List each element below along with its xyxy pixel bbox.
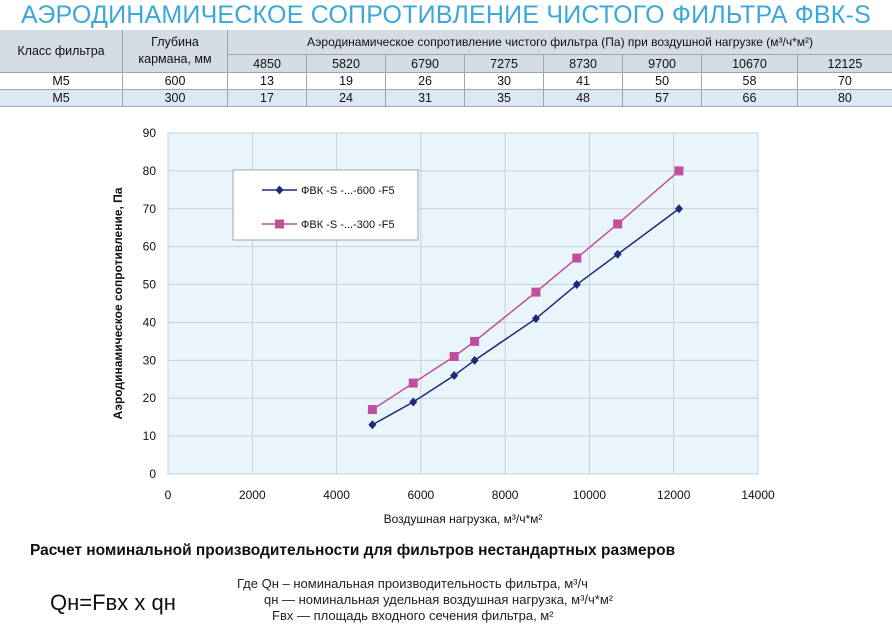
table-row: M5 600 13 19 26 30 41 50 58 70 <box>0 72 892 90</box>
data-point <box>531 314 540 324</box>
cell-value: 30 <box>464 72 545 90</box>
resistance-table: Класс фильтра Глубина кармана, мм Аэроди… <box>0 30 892 107</box>
x-tick-label: 6000 <box>408 488 435 502</box>
cell-class: M5 <box>0 72 123 90</box>
legend-box <box>232 169 419 241</box>
legend: ФВК -S -...-600 -F5 ФВК -S -...-300 -F5 <box>232 169 419 241</box>
y-tick-label: 60 <box>143 240 157 254</box>
resistance-chart: 0 10 20 30 40 50 60 70 80 90 0 2000 4000 6000 8000 1000… <box>111 126 775 526</box>
data-point <box>409 397 418 407</box>
y-axis-label: Аэродинамическое сопротивление, Па <box>111 187 125 419</box>
axis-ticks: 0 10 20 30 40 50 60 70 80 90 0 2000 4000 6000 8000 1000… <box>143 126 775 502</box>
data-point <box>613 249 622 259</box>
data-point <box>368 420 377 430</box>
legend-label: ФВК -S -...-600 -F5 <box>301 185 395 197</box>
page-title: АЭРОДИНАМИЧЕСКОЕ СОПРОТИВЛЕНИЕ ЧИСТОГО Ф… <box>21 1 871 29</box>
x-tick-label: 2000 <box>239 488 266 502</box>
data-point <box>470 336 480 346</box>
header-pocket-depth: Глубина кармана, мм <box>122 30 228 73</box>
table-header-row: Класс фильтра Глубина кармана, мм Аэроди… <box>0 30 892 73</box>
x-tick-label: 0 <box>165 488 172 502</box>
cell-value: 80 <box>797 89 892 107</box>
header-airflow: 7275 <box>464 54 545 73</box>
calc-heading: Расчет номинальной производительности дл… <box>30 542 676 559</box>
cell-value: 26 <box>385 72 466 90</box>
data-point <box>674 204 683 214</box>
cell-class: M5 <box>0 89 123 107</box>
cell-value: 31 <box>385 89 466 107</box>
cell-value: 24 <box>306 89 387 107</box>
definition-qn-total: Где Qн – номинальная производительность … <box>237 576 588 591</box>
data-point <box>470 355 479 365</box>
x-axis-label: Воздушная нагрузка, м³/ч*м² <box>384 512 543 526</box>
data-point <box>367 405 377 415</box>
data-point <box>572 280 581 290</box>
cell-value: 35 <box>464 89 545 107</box>
data-point <box>408 378 418 388</box>
cell-depth: 300 <box>122 89 228 107</box>
y-tick-label: 70 <box>143 202 157 216</box>
data-point <box>449 352 459 362</box>
y-tick-label: 0 <box>149 467 156 481</box>
cell-value: 66 <box>701 89 798 107</box>
data-point <box>572 253 582 263</box>
y-tick-label: 20 <box>143 391 157 405</box>
header-airflow: 4850 <box>227 54 308 73</box>
header-airflow: 12125 <box>797 54 892 73</box>
legend-label: ФВК -S -...-300 -F5 <box>301 219 395 231</box>
y-tick-label: 10 <box>143 429 157 443</box>
cell-value: 50 <box>622 72 703 90</box>
cell-value: 58 <box>701 72 798 90</box>
legend-marker <box>275 219 284 229</box>
cell-value: 17 <box>227 89 308 107</box>
data-point <box>531 287 541 297</box>
cell-value: 41 <box>543 72 624 90</box>
table-row: M5 300 17 24 31 35 48 57 66 80 <box>0 89 892 107</box>
definition-qn-specific: qн — номинальная удельная воздушная нагр… <box>264 592 614 607</box>
cell-depth: 600 <box>122 72 228 90</box>
x-tick-label: 14000 <box>741 488 775 502</box>
y-tick-label: 90 <box>143 126 157 140</box>
header-airflow: 6790 <box>385 54 466 73</box>
cell-value: 19 <box>306 72 387 90</box>
data-point <box>450 370 459 380</box>
x-tick-label: 10000 <box>573 488 607 502</box>
formula: Qн=Fвх x qн <box>50 590 176 615</box>
series-line <box>372 208 680 426</box>
y-tick-label: 30 <box>143 353 157 367</box>
header-resistance: Аэродинамическое сопротивление чистого ф… <box>227 30 892 55</box>
x-tick-label: 8000 <box>492 488 519 502</box>
legend-marker <box>275 185 284 195</box>
cell-value: 48 <box>543 89 624 107</box>
cell-value: 13 <box>227 72 308 90</box>
header-airflow: 10670 <box>701 54 798 73</box>
cell-value: 57 <box>622 89 703 107</box>
header-pocket-depth-line2: кармана, мм <box>138 52 212 66</box>
header-airflow: 8730 <box>543 54 624 73</box>
x-tick-label: 12000 <box>657 488 691 502</box>
y-tick-label: 80 <box>143 164 157 178</box>
data-point <box>674 166 684 176</box>
header-airflow: 9700 <box>622 54 703 73</box>
y-tick-label: 50 <box>143 278 157 292</box>
series-layer <box>367 166 684 430</box>
header-airflow: 5820 <box>306 54 387 73</box>
definition-fvx: Fвх — площадь входного сечения фильтра, … <box>272 608 554 623</box>
header-filter-class: Класс фильтра <box>0 30 123 73</box>
header-pocket-depth-line1: Глубина <box>151 35 199 49</box>
series-line <box>371 170 680 411</box>
cell-value: 70 <box>797 72 892 90</box>
y-tick-label: 40 <box>143 315 157 329</box>
x-tick-label: 4000 <box>323 488 350 502</box>
data-point <box>613 219 623 229</box>
